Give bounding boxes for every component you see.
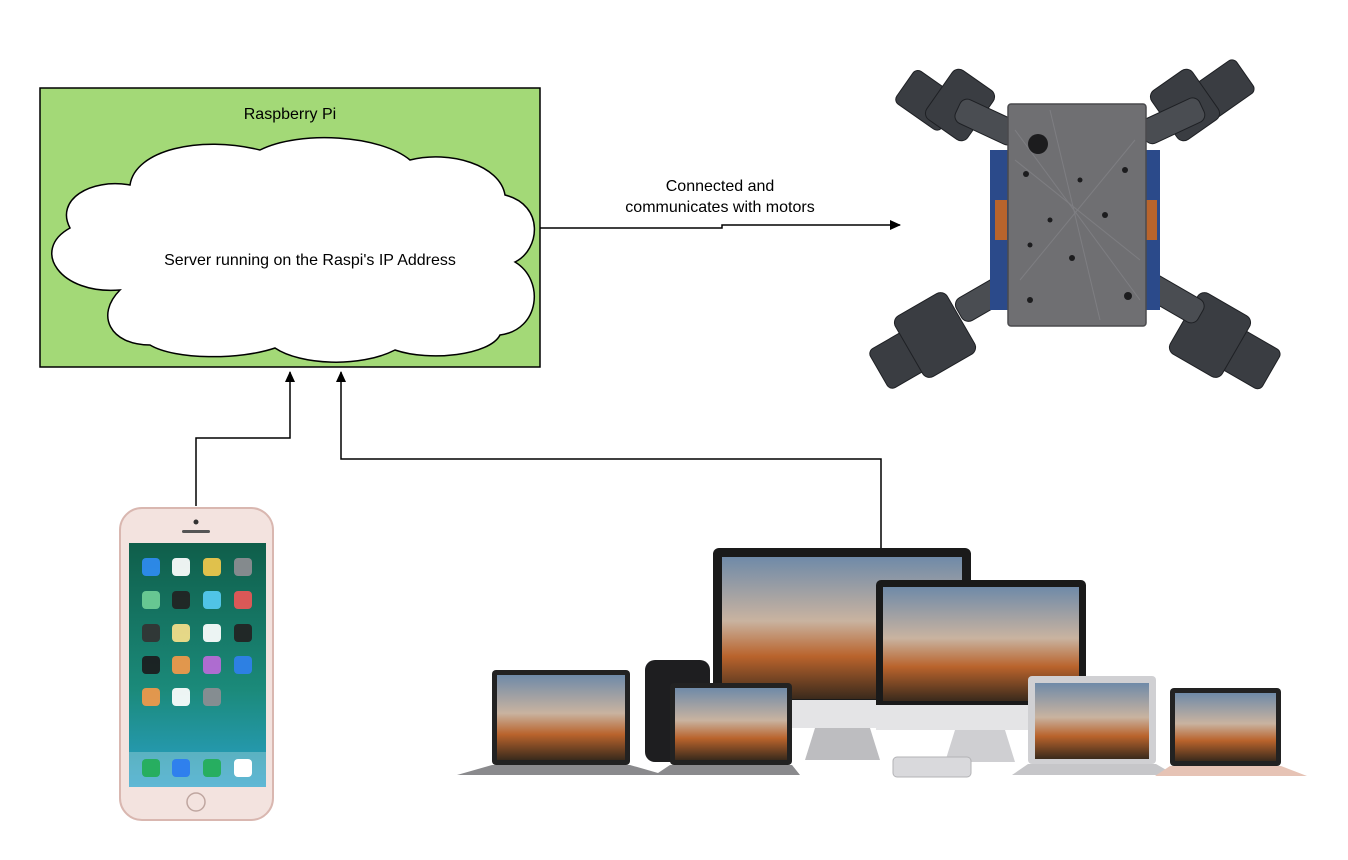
computers-to-pi-arrow [336, 371, 882, 548]
app-icons [129, 558, 266, 787]
phone-icon [119, 507, 274, 821]
raspberry-pi-title: Raspberry Pi [243, 106, 337, 123]
connection-label: Connected and communicates with motors [600, 176, 840, 218]
connection-label-line1: Connected and [665, 178, 775, 195]
phone-to-pi-arrow [195, 371, 295, 506]
server-label: Server running on the Raspi's IP Address [164, 252, 456, 269]
computers-icon [457, 548, 1307, 778]
server-cloud [51, 136, 536, 363]
pi-to-robot-arrow [540, 220, 901, 230]
quadruped-robot-icon [869, 59, 1281, 390]
connection-label-line2: communicates with motors [625, 199, 815, 216]
